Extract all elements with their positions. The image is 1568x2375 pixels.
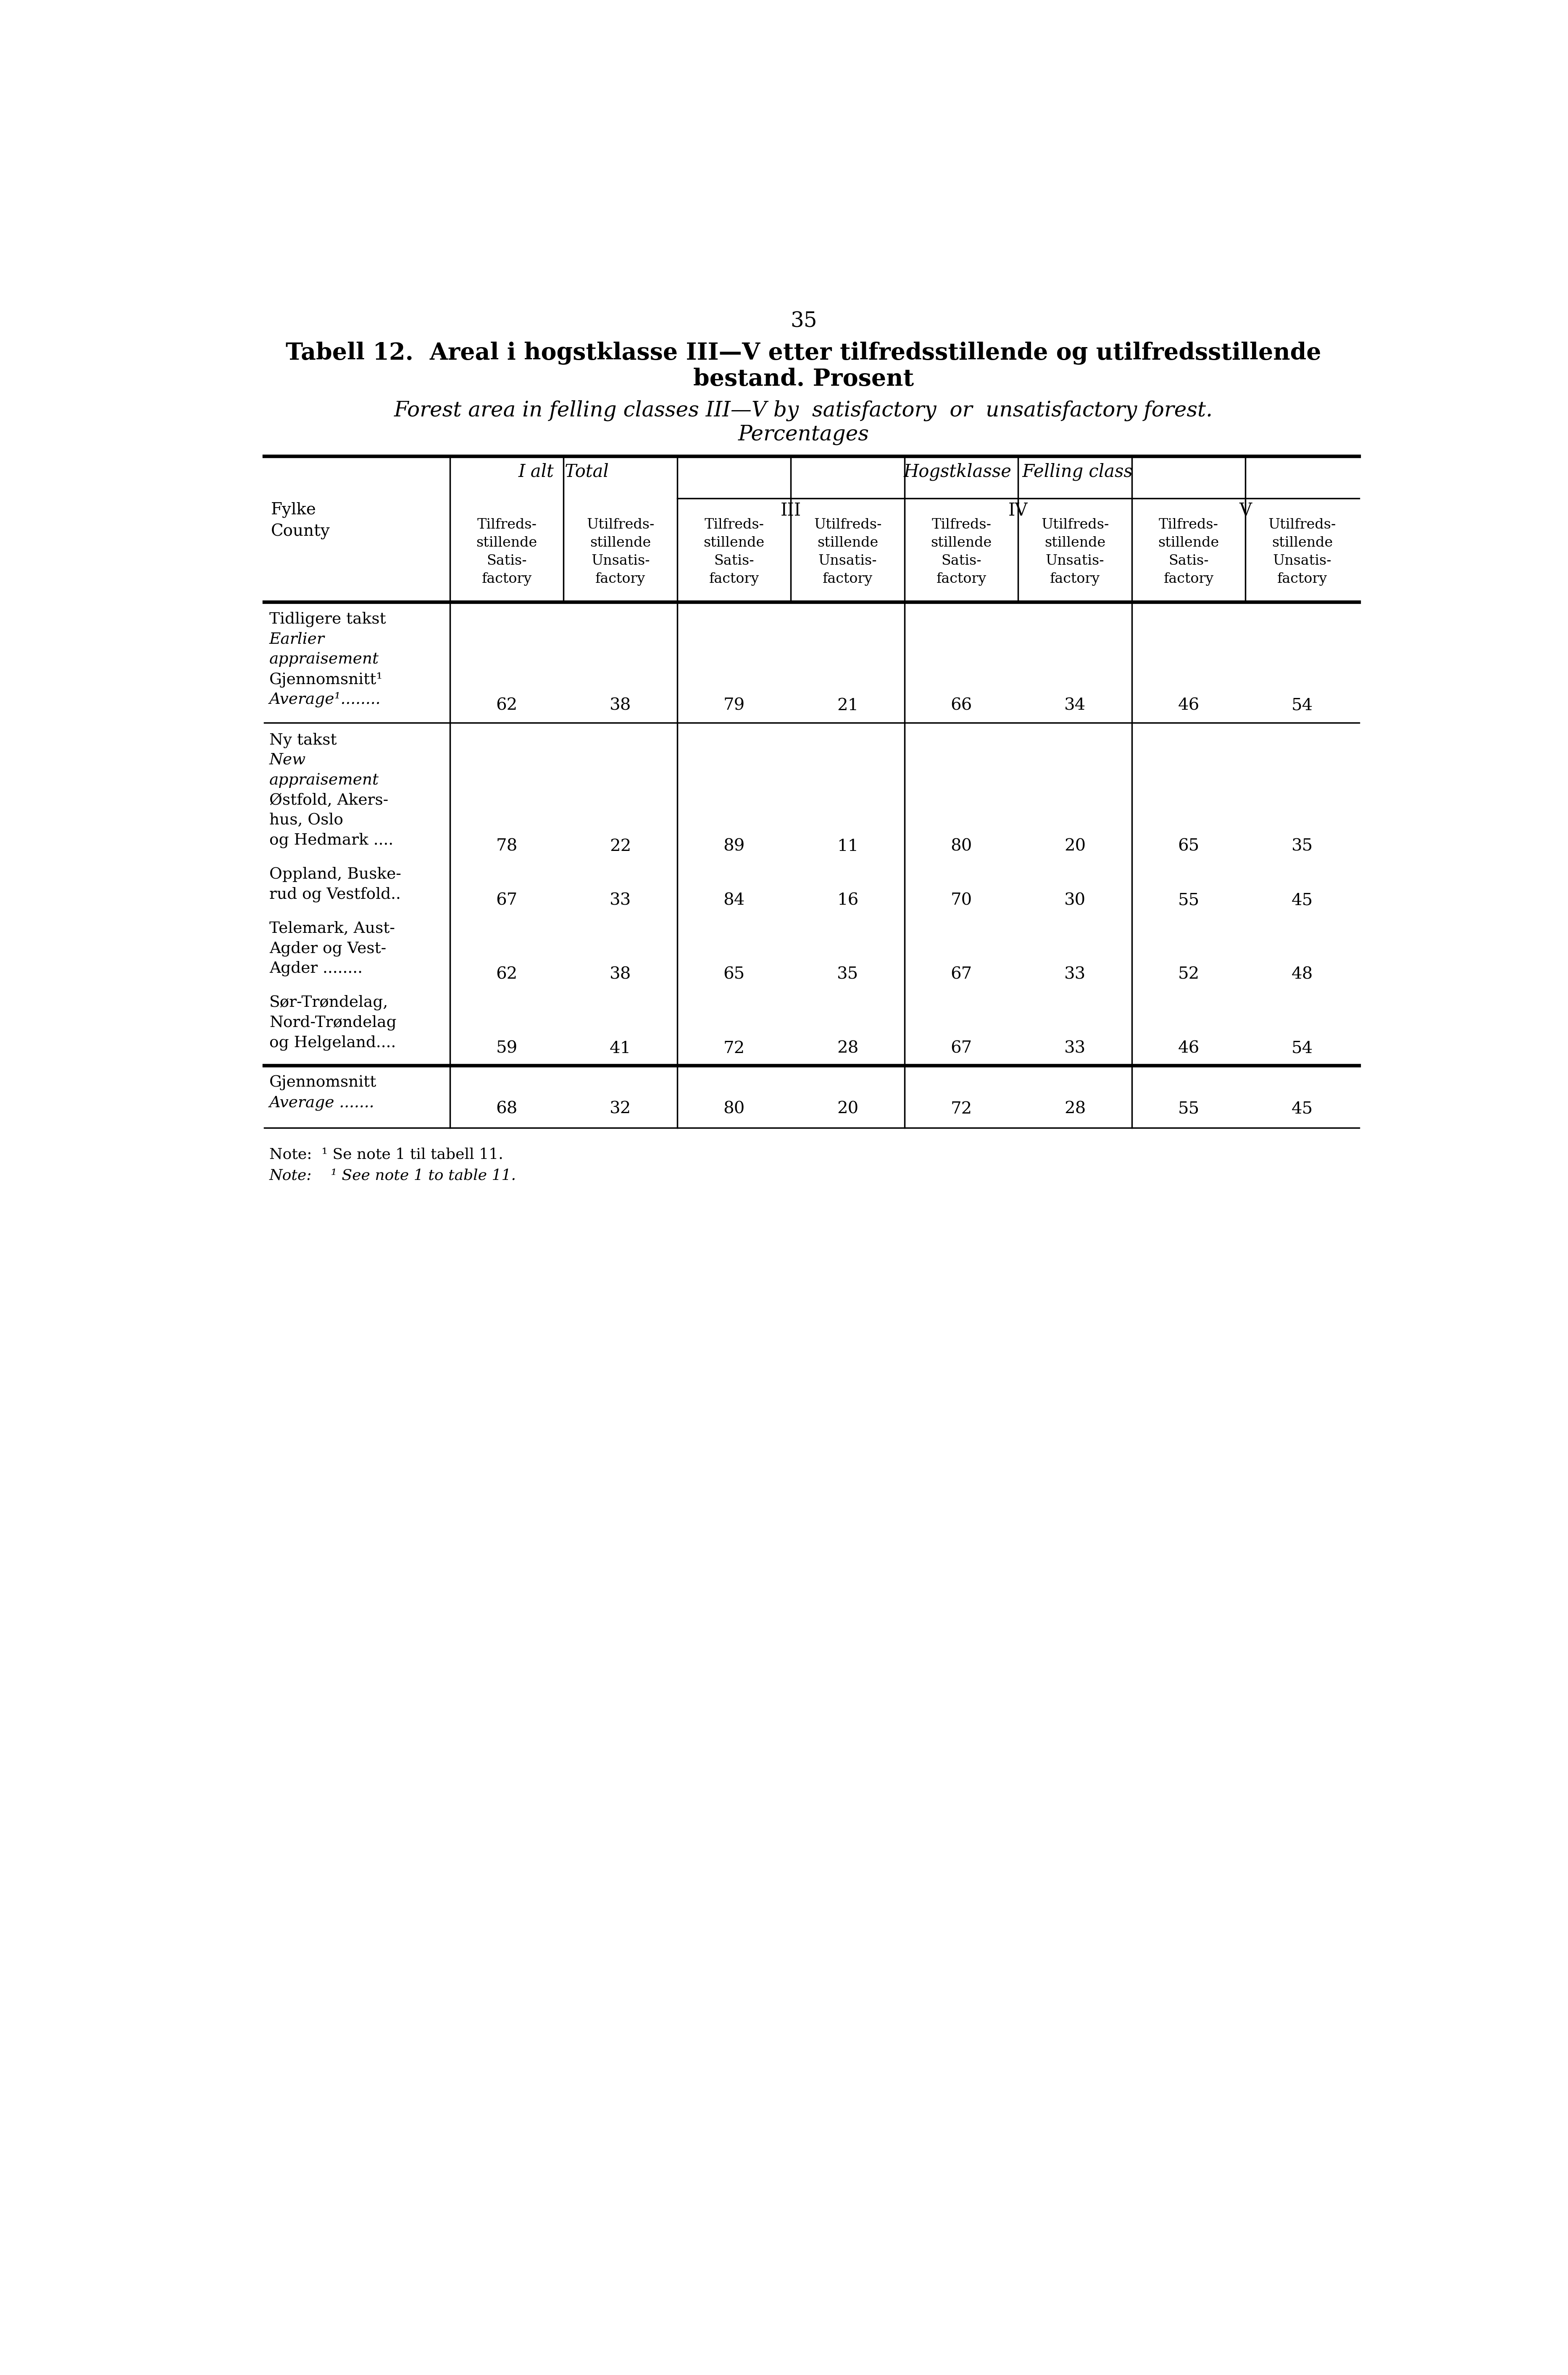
Text: Tilfreds-
stillende
Satis-
factory: Tilfreds- stillende Satis- factory [704,518,765,587]
Text: Telemark, Aust-: Telemark, Aust- [270,922,395,936]
Text: 38: 38 [610,698,632,712]
Text: 28: 28 [837,1040,859,1057]
Text: Utilfreds-
stillende
Unsatis-
factory: Utilfreds- stillende Unsatis- factory [1269,518,1336,587]
Text: rud og Vestfold..: rud og Vestfold.. [270,886,401,902]
Text: og Helgeland....: og Helgeland.... [270,1036,395,1050]
Text: og Hedmark ....: og Hedmark .... [270,834,394,848]
Text: 52: 52 [1178,967,1200,983]
Text: 67: 67 [495,893,517,907]
Text: 41: 41 [610,1040,632,1057]
Text: 70: 70 [950,893,972,907]
Text: Tilfreds-
stillende
Satis-
factory: Tilfreds- stillende Satis- factory [477,518,538,587]
Text: V: V [1239,501,1251,520]
Text: 65: 65 [723,967,745,983]
Text: 72: 72 [723,1040,745,1057]
Text: Gjennomsnitt¹: Gjennomsnitt¹ [270,672,383,686]
Text: III: III [781,501,801,520]
Text: 55: 55 [1178,893,1200,907]
Text: 72: 72 [950,1102,972,1116]
Text: Agder ........: Agder ........ [270,962,362,976]
Text: 67: 67 [950,967,972,983]
Text: 54: 54 [1292,698,1312,712]
Text: 45: 45 [1292,1102,1312,1116]
Text: Ny takst: Ny takst [270,732,337,748]
Text: 59: 59 [495,1040,517,1057]
Text: Hogstklasse  Felling class: Hogstklasse Felling class [903,463,1132,480]
Text: Note:  ¹ Se note 1 til tabell 11.: Note: ¹ Se note 1 til tabell 11. [270,1147,503,1161]
Text: 35: 35 [1292,838,1312,855]
Text: appraisement: appraisement [270,772,379,789]
Text: Utilfreds-
stillende
Unsatis-
factory: Utilfreds- stillende Unsatis- factory [1041,518,1109,587]
Text: 28: 28 [1065,1102,1085,1116]
Text: Sør-Trøndelag,: Sør-Trøndelag, [270,995,389,1009]
Text: I alt  Total: I alt Total [519,463,608,480]
Text: Tilfreds-
stillende
Satis-
factory: Tilfreds- stillende Satis- factory [931,518,993,587]
Text: 54: 54 [1292,1040,1312,1057]
Text: 84: 84 [723,893,745,907]
Text: New: New [270,753,306,767]
Text: 34: 34 [1065,698,1085,712]
Text: hus, Oslo: hus, Oslo [270,812,343,829]
Text: 66: 66 [950,698,972,712]
Text: 62: 62 [495,967,517,983]
Text: 79: 79 [723,698,745,712]
Text: 33: 33 [610,893,632,907]
Text: Agder og Vest-: Agder og Vest- [270,940,386,957]
Text: 80: 80 [723,1102,745,1116]
Text: 45: 45 [1292,893,1312,907]
Text: Average .......: Average ....... [270,1095,375,1112]
Text: 11: 11 [837,838,859,855]
Text: Oppland, Buske-: Oppland, Buske- [270,867,401,881]
Text: 35: 35 [790,311,817,333]
Text: 68: 68 [495,1102,517,1116]
Text: 48: 48 [1292,967,1312,983]
Text: 33: 33 [1065,1040,1085,1057]
Text: Tilfreds-
stillende
Satis-
factory: Tilfreds- stillende Satis- factory [1159,518,1220,587]
Text: Utilfreds-
stillende
Unsatis-
factory: Utilfreds- stillende Unsatis- factory [814,518,881,587]
Text: Earlier: Earlier [270,632,325,646]
Text: Østfold, Akers-: Østfold, Akers- [270,793,389,808]
Text: bestand. Prosent: bestand. Prosent [693,368,914,390]
Text: 20: 20 [837,1102,858,1116]
Text: 46: 46 [1178,698,1200,712]
Text: Percentages: Percentages [739,425,869,444]
Text: Fylke
County: Fylke County [271,501,329,539]
Text: 35: 35 [837,967,859,983]
Text: 20: 20 [1065,838,1085,855]
Text: 65: 65 [1178,838,1200,855]
Text: 46: 46 [1178,1040,1200,1057]
Text: Tidligere takst: Tidligere takst [270,613,386,627]
Text: Forest area in felling classes III—V by  satisfactory  or  unsatisfactory forest: Forest area in felling classes III—V by … [394,399,1214,420]
Text: Note:    ¹ See note 1 to table 11.: Note: ¹ See note 1 to table 11. [270,1168,516,1183]
Text: 78: 78 [495,838,517,855]
Text: 22: 22 [610,838,632,855]
Text: 89: 89 [723,838,745,855]
Text: 21: 21 [837,698,859,712]
Text: 55: 55 [1178,1102,1200,1116]
Text: 32: 32 [610,1102,632,1116]
Text: 62: 62 [495,698,517,712]
Text: 30: 30 [1065,893,1085,907]
Text: Average¹........: Average¹........ [270,691,381,708]
Text: Tabell 12.  Areal i hogstklasse III—V etter tilfredsstillende og utilfredsstille: Tabell 12. Areal i hogstklasse III—V ett… [285,342,1322,366]
Text: 38: 38 [610,967,632,983]
Text: Gjennomsnitt: Gjennomsnitt [270,1076,376,1090]
Text: 33: 33 [1065,967,1085,983]
Text: Nord-Trøndelag: Nord-Trøndelag [270,1014,397,1031]
Text: IV: IV [1008,501,1029,520]
Text: 16: 16 [837,893,859,907]
Text: appraisement: appraisement [270,651,379,667]
Text: 80: 80 [950,838,972,855]
Text: Utilfreds-
stillende
Unsatis-
factory: Utilfreds- stillende Unsatis- factory [586,518,654,587]
Text: 67: 67 [950,1040,972,1057]
